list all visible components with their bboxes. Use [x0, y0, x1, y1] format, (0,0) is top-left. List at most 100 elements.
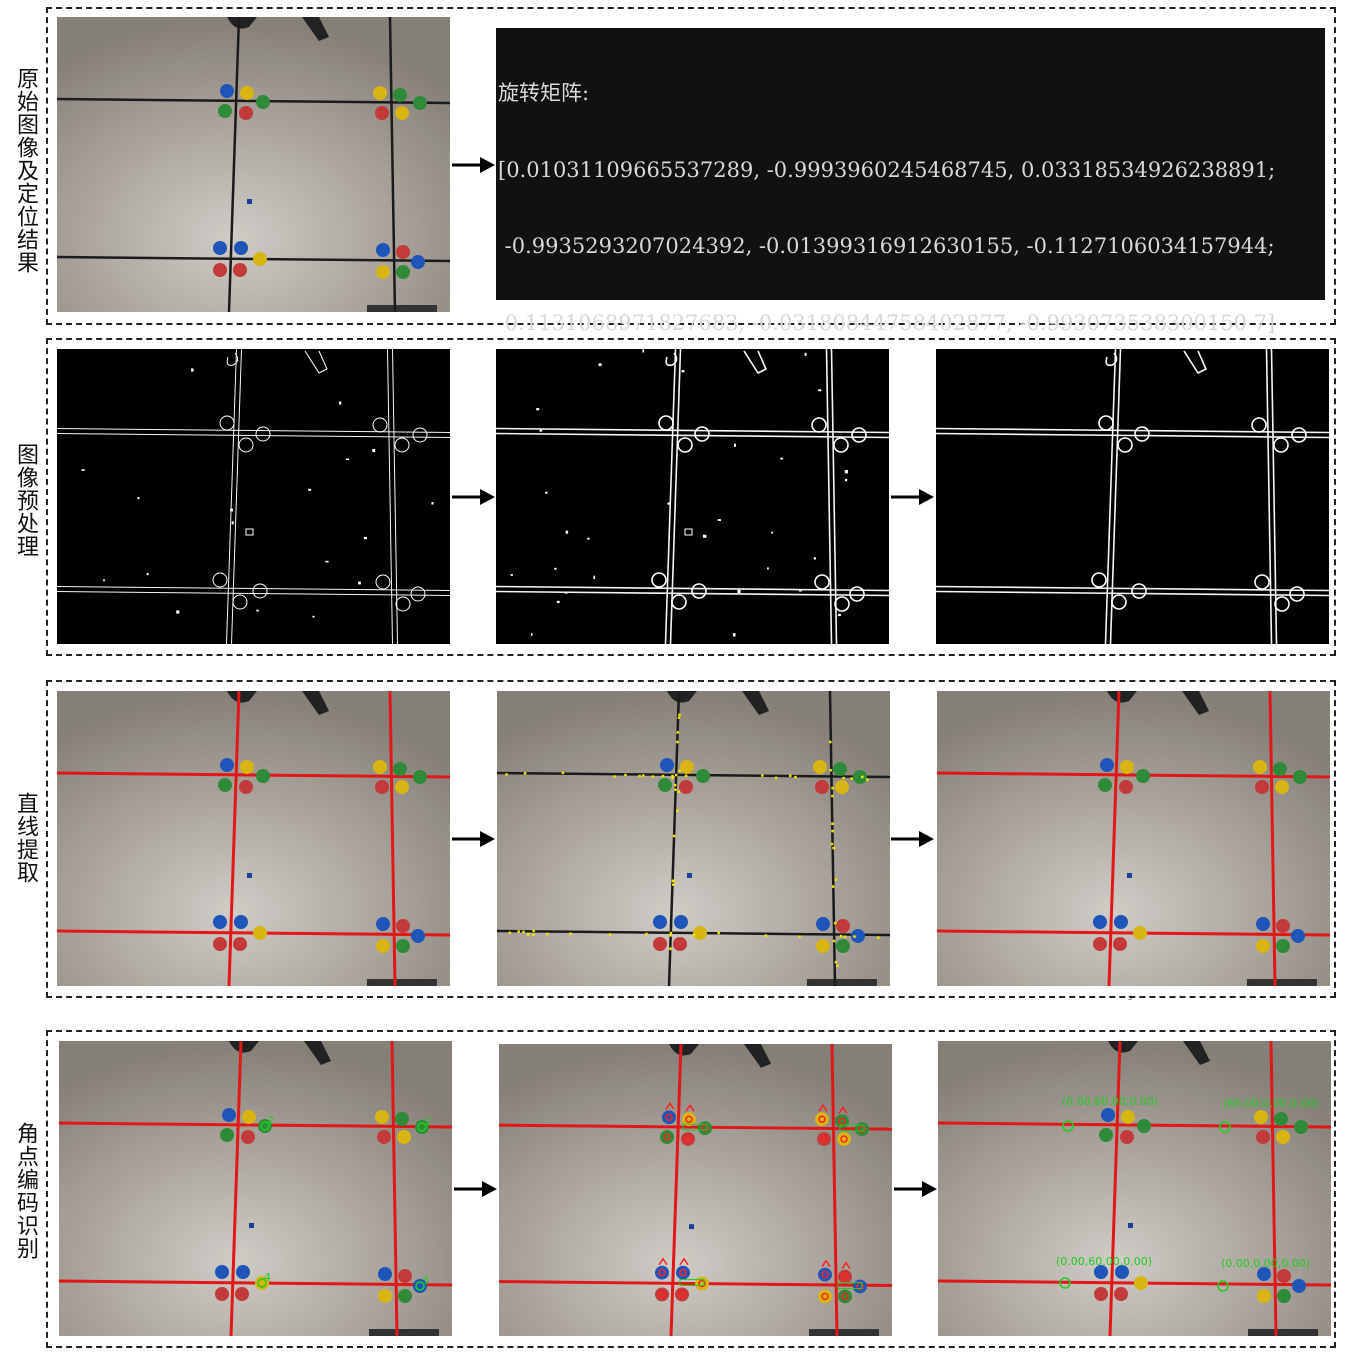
line-point: [831, 822, 834, 825]
marker-contour: [245, 528, 254, 536]
edge-background: [57, 349, 450, 644]
yellow-dot: [1275, 780, 1289, 794]
chair-contour: [226, 352, 239, 366]
section-corner-decoding: [46, 1030, 1336, 1348]
noise-speck: [510, 574, 513, 576]
line-point: [842, 776, 845, 780]
floor-background: [497, 691, 890, 986]
dot-contour: [238, 437, 254, 453]
edge-contour: [669, 349, 682, 644]
blue-dot: [1100, 758, 1114, 772]
chair-leg: [304, 1041, 331, 1065]
green-dot: [855, 1122, 869, 1137]
dot-contour: [1134, 426, 1150, 442]
red-dot: [653, 937, 667, 951]
line-point: [546, 932, 549, 936]
line-point: [798, 935, 801, 939]
corner-code: 2: [424, 1115, 431, 1128]
green-dot: [698, 1121, 712, 1136]
dot-contour: [658, 415, 674, 431]
blue-dot: [1291, 929, 1305, 943]
blue-dot: [662, 1110, 676, 1125]
centroid-mark: [858, 1125, 866, 1133]
grid-line: [1269, 1041, 1278, 1336]
blue-dot: [411, 929, 425, 943]
red-dot: [213, 263, 227, 277]
floor-background: [57, 17, 450, 312]
grid-line: [1107, 691, 1121, 986]
edge-contour: [664, 349, 677, 644]
blue-dot: [411, 255, 425, 269]
floor-shade: [59, 1041, 452, 1336]
floor-object: [367, 979, 437, 986]
line-point: [669, 947, 672, 951]
blue-dot: [376, 243, 390, 257]
dot-contour: [395, 596, 411, 612]
red-dot: [1114, 1287, 1128, 1301]
centroid-mark: [856, 1282, 864, 1291]
line-point: [672, 883, 675, 886]
coord-label: (60.00,0.00,0.00): [1223, 1097, 1319, 1110]
yellow-dot: [255, 1276, 269, 1290]
yellow-dot: [1257, 1289, 1271, 1303]
green-dot: [258, 1119, 272, 1133]
line-point: [692, 933, 696, 937]
red-dot: [1276, 919, 1290, 933]
red-dot: [1120, 1130, 1134, 1144]
line-point: [843, 935, 847, 938]
console-line: 旋转矩阵:: [498, 81, 590, 105]
arrow-icon: [452, 157, 495, 173]
corner-image-indices: [499, 1044, 892, 1336]
line-point: [669, 934, 672, 937]
line-point: [861, 775, 864, 779]
floor-background: [499, 1044, 892, 1336]
blue-dot: [1115, 1265, 1129, 1279]
centroid-mark: [821, 1292, 829, 1301]
edge-contour: [936, 427, 1329, 434]
green-dot: [658, 778, 672, 792]
red-dot: [838, 1269, 852, 1284]
yellow-dot: [835, 780, 849, 794]
origin-mark: [1059, 1277, 1071, 1289]
line-point: [832, 846, 835, 850]
blue-dot: [1292, 1279, 1306, 1293]
dot-contour: [255, 426, 271, 442]
line-point: [532, 933, 535, 936]
dot-contour: [691, 583, 707, 599]
console-line: [0.01031109665537289, -0.999396024546874…: [498, 157, 1276, 182]
red-dot: [673, 937, 687, 951]
grid-line: [669, 1044, 683, 1336]
dot-contour: [1131, 583, 1147, 599]
red-dot: [679, 780, 693, 794]
red-dot: [1093, 937, 1107, 951]
centroid-mark: [838, 1117, 846, 1125]
dot-contour: [671, 594, 687, 610]
coord-label: (0.00,60.00,0.00): [1062, 1095, 1158, 1108]
red-dot: [1119, 780, 1133, 794]
line-image-hough: [57, 691, 450, 986]
noise-speck: [312, 615, 315, 618]
blue-dot: [660, 758, 674, 772]
yellow-dot: [378, 1289, 392, 1303]
dot-contour: [1291, 427, 1307, 443]
centroid-mark: [701, 1124, 709, 1132]
green-dot: [393, 88, 407, 102]
line-point: [674, 788, 677, 791]
chair-leg: [302, 691, 329, 715]
red-dot: [398, 1269, 412, 1283]
blue-dot: [376, 917, 390, 931]
chair-leg: [302, 17, 329, 41]
noise-speck: [798, 589, 802, 592]
green-dot: [1136, 769, 1150, 783]
grid-line: [828, 691, 837, 986]
dot-contour: [212, 572, 228, 588]
green-dot: [696, 769, 710, 783]
yellow-dot: [395, 780, 409, 794]
centroid-mark: [679, 1268, 687, 1277]
chair-leg: [227, 17, 257, 29]
origin-mark: [1217, 1280, 1229, 1292]
noise-speck: [556, 600, 560, 604]
line-point: [831, 829, 834, 833]
line-point: [669, 931, 673, 935]
floor-shade: [57, 17, 450, 312]
